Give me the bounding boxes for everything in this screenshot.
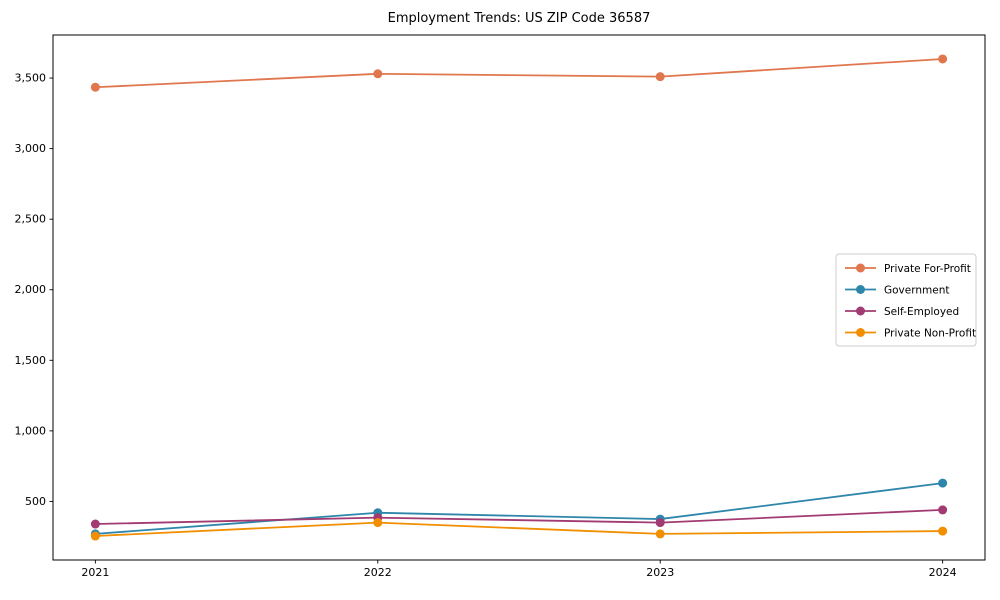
series-line [95,58,943,89]
legend-item-label: Private For-Profit [884,263,971,275]
y-tick-label: 500 [25,495,46,508]
data-point-marker [938,505,948,515]
legend-item-label: Private Non-Profit [884,327,976,339]
plot-frame [52,34,986,561]
legend-marker [856,328,865,337]
data-point-marker [90,82,100,92]
legend-item-label: Self-Employed [884,306,959,318]
y-tick-label: 3,000 [15,142,47,155]
legend-item-label: Government [884,284,949,296]
data-point-marker [373,69,383,79]
x-tick-label: 2021 [81,566,109,579]
series-line [95,521,943,537]
data-point-marker [655,529,665,539]
data-point-marker [90,531,100,541]
y-tick-label: 2,000 [15,283,47,296]
series-line [95,509,943,525]
legend-marker [856,263,865,273]
x-tick-label: 2024 [929,566,957,579]
data-point-marker [655,518,665,528]
legend-marker [856,306,865,316]
data-point-marker [938,526,948,536]
data-point-marker [938,478,948,488]
series-line [95,482,943,535]
data-point-marker [655,72,665,82]
y-tick-label: 3,500 [15,72,47,85]
legend-marker [856,285,865,294]
data-point-marker [90,519,100,529]
x-tick-label: 2023 [646,566,674,579]
y-tick-label: 1,500 [15,354,47,367]
x-tick-label: 2022 [364,566,392,579]
chart-title: Employment Trends: US ZIP Code 36587 [387,11,651,26]
legend-box [835,253,977,347]
data-point-marker [938,54,948,64]
y-tick-label: 1,000 [15,424,47,437]
data-point-marker [373,518,383,528]
y-tick-label: 2,500 [15,213,47,226]
